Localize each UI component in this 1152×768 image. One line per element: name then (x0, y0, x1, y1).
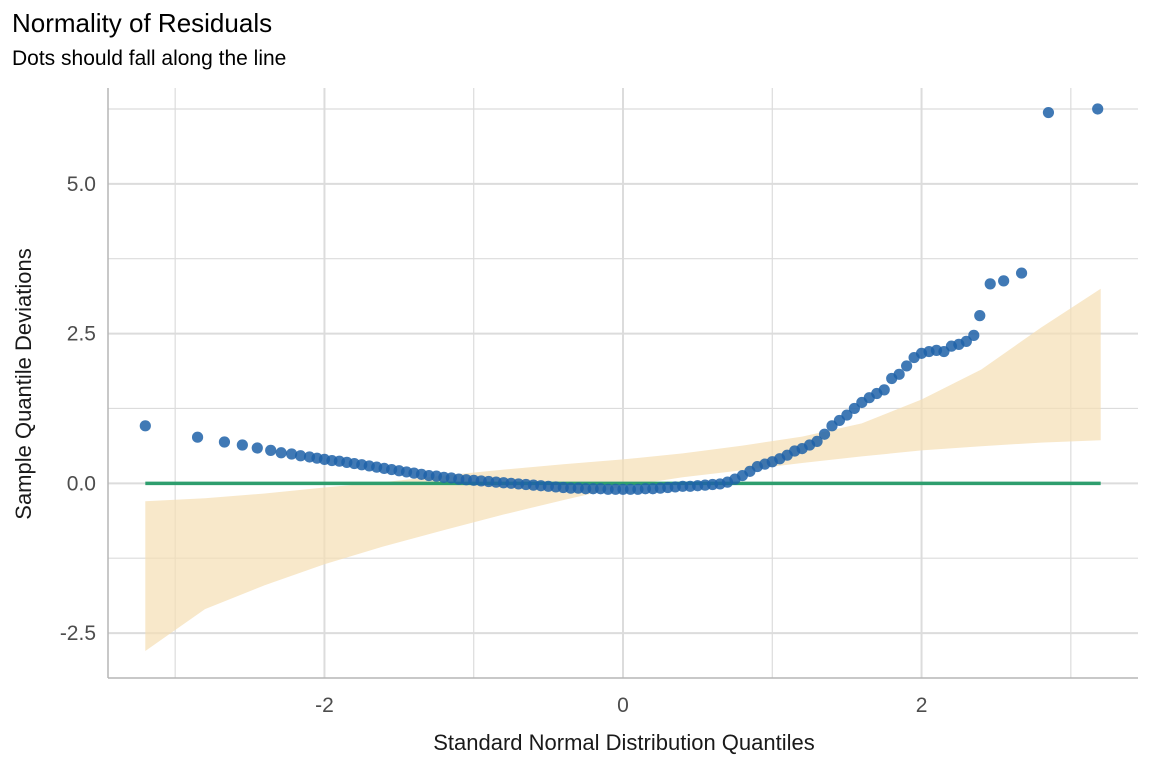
data-point (218, 436, 231, 448)
x-axis-ticks: -2 0 2 (315, 694, 927, 717)
data-point (960, 335, 972, 347)
x-tick-label: -2 (315, 694, 334, 717)
data-point (984, 278, 996, 290)
confidence-band (145, 288, 1101, 651)
data-point (878, 384, 890, 396)
data-point (968, 329, 980, 341)
data-points (139, 103, 1104, 495)
data-point (294, 450, 307, 462)
data-point (818, 428, 831, 440)
x-tick-label: 2 (916, 694, 928, 717)
y-axis-ticks: -2.5 0.0 2.5 5.0 (60, 173, 96, 645)
data-point (841, 409, 853, 421)
y-axis-title: Sample Quantile Deviations (11, 248, 36, 519)
data-point (1092, 103, 1104, 115)
data-point (275, 447, 287, 459)
chart-subtitle: Dots should fall along the line (12, 47, 287, 70)
x-axis-title: Standard Normal Distribution Quantiles (433, 730, 815, 755)
data-point (191, 431, 204, 443)
data-point (251, 442, 263, 454)
data-point (901, 360, 913, 372)
y-tick-label: 0.0 (67, 472, 96, 495)
axis-lines (107, 88, 1138, 679)
x-tick-label: 0 (617, 694, 629, 717)
data-point (848, 402, 860, 415)
y-tick-label: -2.5 (60, 622, 96, 645)
chart-title: Normality of Residuals (12, 8, 273, 38)
y-tick-label: 5.0 (67, 173, 96, 196)
data-point (811, 435, 823, 448)
data-point (1015, 267, 1028, 279)
data-point (286, 448, 298, 460)
data-point (236, 439, 248, 451)
data-point (139, 420, 151, 432)
data-point (1042, 106, 1055, 119)
y-tick-label: 2.5 (67, 323, 96, 346)
data-point (998, 275, 1010, 287)
data-point (974, 310, 986, 322)
data-point (265, 444, 277, 456)
data-point (893, 368, 905, 380)
